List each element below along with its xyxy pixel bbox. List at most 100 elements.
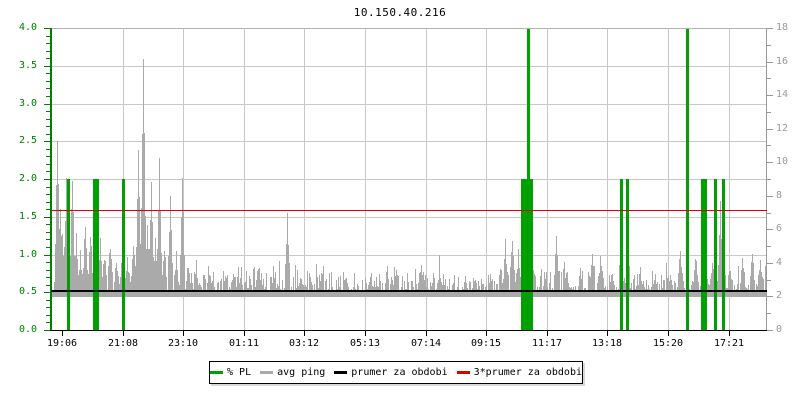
avg-ping-sample xyxy=(450,291,451,298)
avg-ping-sample xyxy=(504,259,505,298)
avg-ping-sample xyxy=(752,254,753,298)
avg-ping-sample xyxy=(404,281,405,298)
avg-ping-sample xyxy=(233,274,234,298)
packet-loss-bar xyxy=(620,179,623,330)
y-tick-right-minor xyxy=(766,45,771,46)
avg-ping-sample xyxy=(711,272,712,298)
avg-ping-sample xyxy=(750,275,751,298)
avg-ping-sample xyxy=(270,277,271,298)
avg-ping-sample xyxy=(587,291,588,298)
avg-ping-sample xyxy=(679,259,680,298)
avg-ping-sample xyxy=(178,281,179,298)
avg-ping-sample xyxy=(473,277,474,298)
y-tick-left-minor xyxy=(46,262,51,263)
avg-ping-sample xyxy=(319,274,320,298)
y-axis-label-right: 6 xyxy=(776,223,783,234)
avg-ping-sample xyxy=(220,280,221,298)
avg-ping-sample xyxy=(438,280,439,298)
avg-ping-sample xyxy=(87,269,88,298)
avg-ping-sample xyxy=(230,289,231,298)
avg-ping-sample xyxy=(282,280,283,298)
avg-ping-sample xyxy=(639,274,640,298)
avg-ping-sample xyxy=(196,259,197,298)
avg-ping-sample xyxy=(379,273,380,298)
packet-loss-bar xyxy=(93,179,96,330)
avg-ping-sample xyxy=(513,255,514,298)
avg-ping-sample xyxy=(128,272,129,298)
avg-ping-sample xyxy=(138,149,139,298)
legend-item-avg-ping: avg ping xyxy=(260,367,325,378)
avg-ping-sample xyxy=(108,265,109,298)
packet-loss-bar xyxy=(67,179,70,330)
avg-ping-sample xyxy=(193,289,194,298)
avg-ping-sample xyxy=(166,276,167,298)
avg-ping-sample xyxy=(313,290,314,298)
avg-ping-sample xyxy=(469,281,470,298)
avg-ping-sample xyxy=(413,287,414,298)
avg-ping-sample xyxy=(436,289,437,298)
avg-ping-sample xyxy=(137,199,138,298)
avg-ping-sample xyxy=(250,278,251,298)
avg-ping-sample xyxy=(569,286,570,298)
avg-ping-sample xyxy=(738,266,739,298)
avg-ping-sample xyxy=(491,280,492,298)
avg-ping-sample xyxy=(601,266,602,298)
avg-ping-sample xyxy=(743,268,744,298)
avg-ping-sample xyxy=(728,275,729,298)
avg-ping-sample xyxy=(73,212,74,298)
avg-ping-sample xyxy=(551,289,552,298)
y-axis-label-left: 2.5 xyxy=(18,135,37,146)
avg-ping-sample xyxy=(334,290,335,298)
avg-ping-sample xyxy=(187,267,188,298)
avg-ping-sample xyxy=(470,282,471,298)
x-axis-label: 19:06 xyxy=(46,338,78,349)
avg-ping-sample xyxy=(389,291,390,298)
packet-loss-bar xyxy=(527,28,530,330)
avg-ping-sample xyxy=(534,274,535,298)
y-tick-right xyxy=(766,330,773,331)
x-axis-label: 07:14 xyxy=(410,338,442,349)
avg-ping-sample xyxy=(398,275,399,298)
avg-ping-sample xyxy=(125,277,126,298)
avg-ping-sample xyxy=(475,280,476,298)
avg-ping-sample xyxy=(654,280,655,298)
avg-ping-sample xyxy=(459,290,460,298)
avg-ping-sample xyxy=(343,271,344,298)
avg-ping-sample xyxy=(271,276,272,298)
avg-ping-sample xyxy=(245,281,246,298)
page-title: 10.150.40.216 xyxy=(353,6,447,19)
avg-ping-sample xyxy=(107,291,108,298)
avg-ping-sample xyxy=(421,265,422,298)
avg-ping-sample xyxy=(511,251,512,298)
avg-ping-sample xyxy=(727,287,728,298)
avg-ping-sample xyxy=(596,290,597,298)
avg-ping-sample xyxy=(487,290,488,298)
avg-ping-sample xyxy=(588,272,589,298)
avg-ping-sample xyxy=(88,274,89,298)
avg-ping-sample xyxy=(360,289,361,298)
avg-ping-sample xyxy=(232,280,233,298)
avg-ping-sample xyxy=(133,245,134,298)
y-tick-left-minor xyxy=(46,187,51,188)
avg-ping-sample xyxy=(481,279,482,298)
avg-ping-sample xyxy=(495,290,496,298)
avg-ping-sample xyxy=(407,273,408,298)
avg-ping-sample xyxy=(310,277,311,298)
gridline-vertical xyxy=(365,28,366,330)
packet-loss-bar xyxy=(524,179,527,330)
avg-ping-sample xyxy=(153,256,154,298)
series-layer xyxy=(51,28,766,330)
avg-ping-sample xyxy=(634,275,635,298)
avg-ping-sample xyxy=(461,291,462,298)
avg-ping-sample xyxy=(439,255,440,298)
avg-ping-sample xyxy=(206,291,207,298)
avg-ping-sample xyxy=(236,287,237,298)
x-tick xyxy=(668,330,669,336)
avg-ping-sample xyxy=(657,281,658,298)
y-axis-label-right: 2 xyxy=(776,290,783,301)
avg-ping-sample xyxy=(451,290,452,298)
y-axis-label-right: 16 xyxy=(776,56,789,67)
avg-ping-sample xyxy=(599,272,600,298)
avg-ping-sample xyxy=(384,291,385,298)
avg-ping-sample xyxy=(677,287,678,298)
